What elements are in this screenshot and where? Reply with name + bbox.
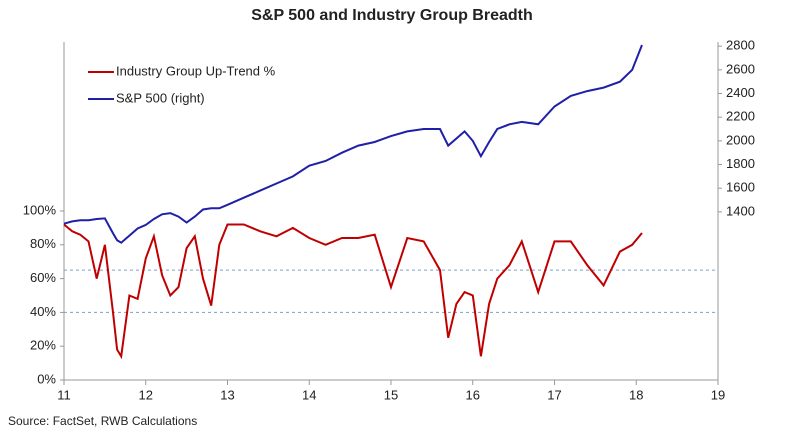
y2-tick-label: 2200: [726, 109, 755, 124]
y-tick-label: 100%: [23, 202, 57, 217]
y2-tick-label: 2800: [726, 38, 755, 53]
legend-label: S&P 500 (right): [116, 90, 205, 105]
series-line: [63, 44, 643, 244]
y2-tick-label: 2600: [726, 61, 755, 76]
y-tick-label: 0%: [37, 371, 56, 386]
source-note: Source: FactSet, RWB Calculations: [8, 414, 197, 428]
x-tick-label: 19: [711, 387, 725, 402]
chart-title: S&P 500 and Industry Group Breadth: [251, 7, 533, 24]
y-tick-label: 20%: [30, 338, 56, 353]
y-tick-label: 80%: [30, 236, 56, 251]
x-tick-label: 14: [302, 387, 316, 402]
x-tick-label: 18: [629, 387, 643, 402]
x-tick-label: 12: [139, 387, 153, 402]
x-tick-label: 15: [384, 387, 398, 402]
series-line: [63, 223, 643, 360]
legend-label: Industry Group Up-Trend %: [116, 63, 276, 78]
y-tick-label: 60%: [30, 270, 56, 285]
y2-tick-label: 2400: [726, 85, 755, 100]
x-tick-label: 11: [57, 387, 71, 402]
y2-tick-label: 1800: [726, 156, 755, 171]
x-tick-label: 13: [220, 387, 234, 402]
y2-tick-label: 2000: [726, 132, 755, 147]
y2-tick-label: 1400: [726, 203, 755, 218]
y-tick-label: 40%: [30, 304, 56, 319]
y2-tick-label: 1600: [726, 180, 755, 195]
x-tick-label: 17: [547, 387, 561, 402]
x-tick-label: 16: [466, 387, 480, 402]
